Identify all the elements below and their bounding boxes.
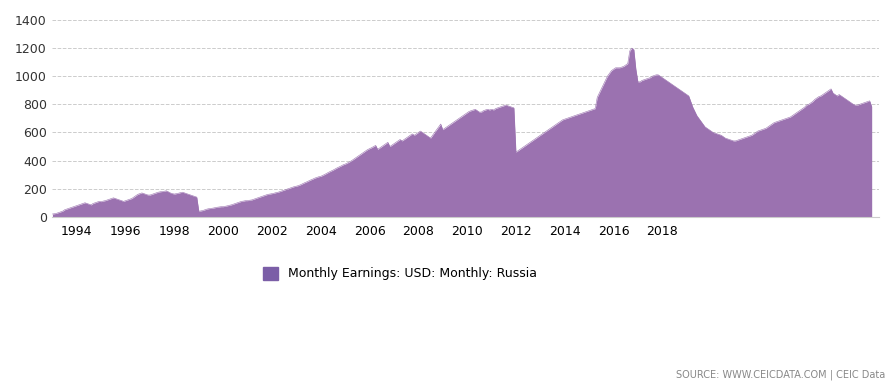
Legend: Monthly Earnings: USD: Monthly: Russia: Monthly Earnings: USD: Monthly: Russia bbox=[257, 262, 542, 285]
Text: SOURCE: WWW.CEICDATA.COM | CEIC Data: SOURCE: WWW.CEICDATA.COM | CEIC Data bbox=[676, 370, 885, 380]
